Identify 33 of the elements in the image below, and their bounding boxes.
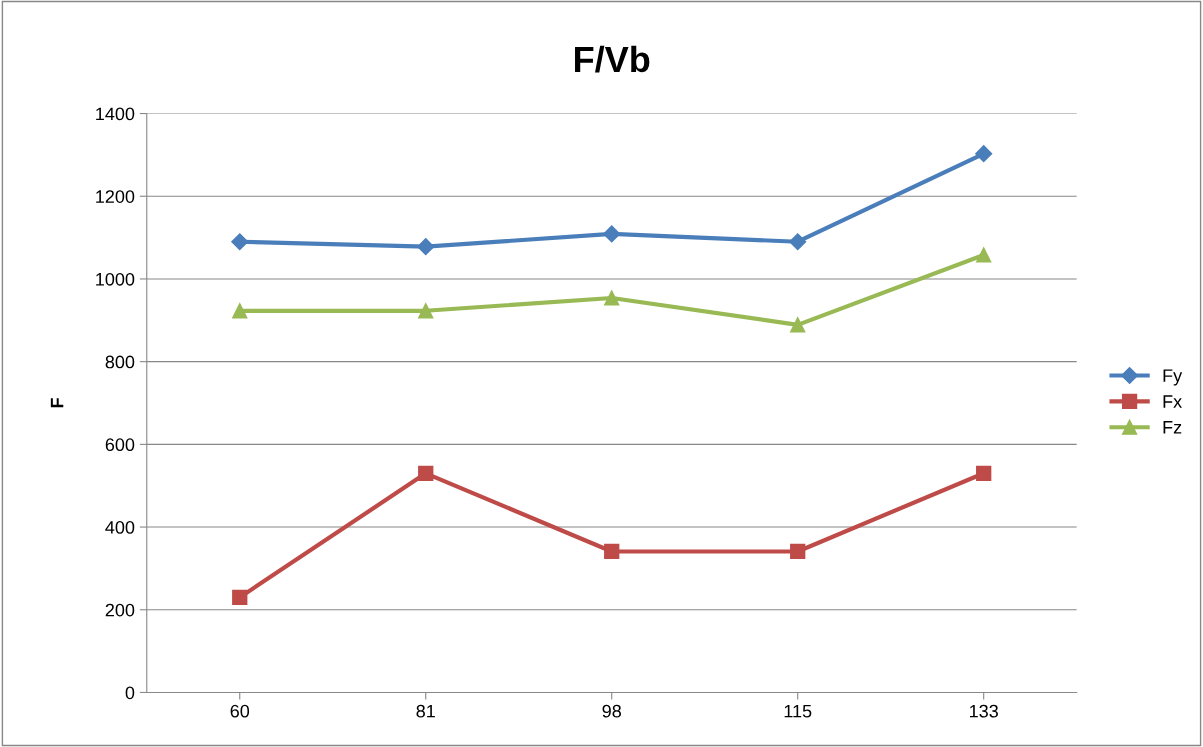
y-tick-label: 600	[105, 438, 135, 452]
point	[231, 233, 249, 251]
legend-label: Fx	[1163, 395, 1182, 408]
y-tick-label: 1400	[96, 107, 135, 121]
y-tick-label: 400	[105, 521, 135, 534]
x-tick-label: 81	[416, 704, 435, 718]
x-tick-label: 98	[602, 704, 621, 718]
y-tick-label: 1200	[96, 190, 135, 203]
point	[417, 238, 435, 256]
point	[418, 303, 434, 319]
y-tick-label: 1000	[96, 272, 135, 286]
x-tick-label: 115	[784, 704, 812, 718]
x-tick-label: 133	[970, 704, 998, 718]
point	[232, 303, 248, 319]
chart-title: F/Vb	[575, 45, 650, 73]
y-tick-label: 0	[125, 686, 135, 700]
point	[789, 233, 807, 251]
legend-label: Fy	[1163, 369, 1183, 386]
legend-label: Fz	[1163, 421, 1182, 434]
point	[603, 225, 621, 243]
point	[232, 589, 248, 605]
point	[975, 145, 993, 163]
y-axis-title: F	[50, 398, 64, 408]
point	[790, 543, 806, 560]
point	[604, 543, 620, 560]
y-tick-label: 200	[105, 603, 135, 617]
point	[976, 465, 992, 481]
point	[418, 465, 434, 481]
point	[976, 247, 992, 263]
point	[790, 317, 806, 333]
point	[604, 290, 620, 306]
x-tick-label: 60	[230, 704, 250, 718]
y-tick-label: 800	[105, 355, 135, 369]
